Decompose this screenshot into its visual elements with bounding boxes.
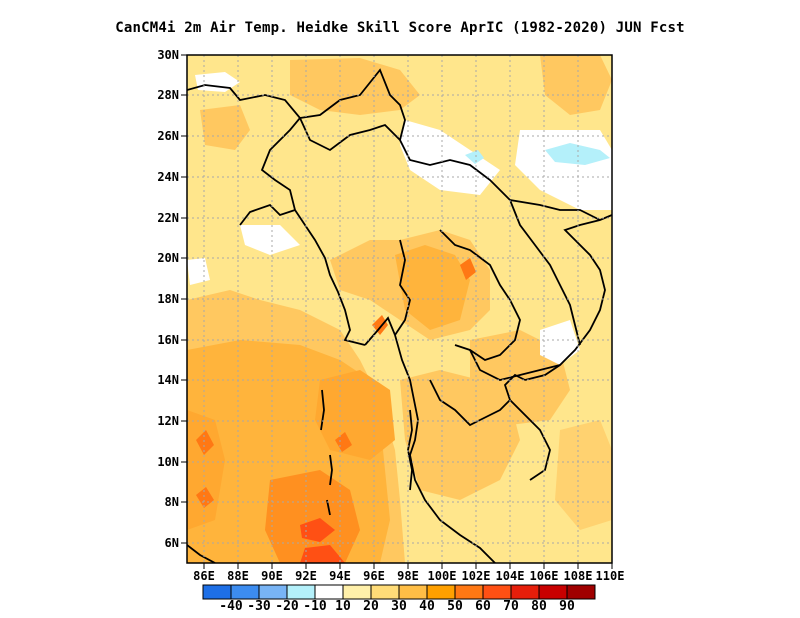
coast-myanmar-south bbox=[364, 316, 419, 456]
skill-region-north-orange bbox=[290, 58, 420, 115]
lon-tick-label: 94E bbox=[329, 569, 351, 583]
skill-region-andaman-orange bbox=[315, 370, 395, 460]
gridlines bbox=[187, 55, 612, 563]
colorbar-swatch bbox=[566, 584, 596, 600]
colorbar-swatch bbox=[286, 584, 316, 600]
colorbar-swatch bbox=[202, 584, 232, 600]
lat-tick-label: 18N bbox=[157, 292, 179, 306]
skill-region-south-deep bbox=[265, 470, 360, 563]
colorbar-label: -30 bbox=[247, 599, 271, 614]
lat-tick-label: 22N bbox=[157, 211, 179, 225]
lon-tick-label: 90E bbox=[261, 569, 283, 583]
lat-tick-label: 28N bbox=[157, 88, 179, 102]
lat-tick-label: 10N bbox=[157, 455, 179, 469]
lon-tick-label: 102E bbox=[462, 569, 491, 583]
lat-tick-label: 12N bbox=[157, 414, 179, 428]
coast-bangladesh-myanmar bbox=[187, 84, 302, 226]
lat-tick-label: 30N bbox=[157, 48, 179, 62]
colorbar-label: 10 bbox=[335, 599, 351, 614]
colorbar-swatch bbox=[426, 584, 456, 600]
colorbar-swatch bbox=[510, 584, 540, 600]
border-china bbox=[299, 68, 601, 221]
lat-tick-label: 16N bbox=[157, 333, 179, 347]
island-andaman-1 bbox=[320, 389, 325, 431]
colorbar-label: 30 bbox=[391, 599, 407, 614]
colorbar-label: 60 bbox=[475, 599, 491, 614]
colorbar-label: 80 bbox=[531, 599, 547, 614]
lat-tick-label: 24N bbox=[157, 170, 179, 184]
colorbar-label: -40 bbox=[219, 599, 243, 614]
lon-tick-label: 96E bbox=[363, 569, 385, 583]
lon-tick-label: 104E bbox=[496, 569, 525, 583]
lat-tick-label: 8N bbox=[165, 495, 179, 509]
skill-region-hotspot-7 bbox=[335, 432, 352, 452]
skill-region-hotspot-5 bbox=[300, 518, 335, 542]
map-frame bbox=[186, 54, 613, 564]
colorbar-swatch bbox=[370, 584, 400, 600]
colorbar-label: -10 bbox=[303, 599, 327, 614]
lat-tick-marks bbox=[181, 54, 187, 544]
skill-region-white-4 bbox=[240, 225, 300, 255]
colorbar-labels: -40 -30 -20 -10 10 20 30 40 50 60 70 80 … bbox=[219, 599, 575, 614]
lon-tick-label: 98E bbox=[397, 569, 419, 583]
lat-tick-labels: 30N 28N 26N 24N 22N 20N 18N 16N 14N 12N … bbox=[157, 48, 179, 550]
colorbar-label: 70 bbox=[503, 599, 519, 614]
coast-peninsula bbox=[409, 454, 496, 563]
skill-region-white-2 bbox=[400, 120, 500, 195]
border-cambodia bbox=[469, 349, 561, 381]
lon-tick-labels: 86E 88E 90E 92E 94E 96E 98E 100E 102E 10… bbox=[193, 569, 624, 583]
skill-region-white-6 bbox=[187, 258, 210, 285]
lon-tick-marks bbox=[203, 563, 613, 569]
colorbar-swatch bbox=[258, 584, 288, 600]
island-andaman-2 bbox=[329, 454, 333, 486]
skill-region-hotspot-3 bbox=[196, 430, 214, 455]
lat-tick-label: 26N bbox=[157, 129, 179, 143]
skill-region-hotspot-4 bbox=[196, 487, 214, 508]
coast-cambodia-south bbox=[509, 399, 551, 481]
colorbar-swatch bbox=[342, 584, 372, 600]
colorbar-label: 50 bbox=[447, 599, 463, 614]
colorbar-swatch bbox=[314, 584, 344, 600]
colorbar-label: 90 bbox=[559, 599, 575, 614]
colorbar-label: 20 bbox=[363, 599, 379, 614]
coast-sumatra-tip bbox=[187, 544, 216, 563]
colorbar bbox=[202, 584, 596, 600]
lon-tick-label: 110E bbox=[596, 569, 625, 583]
border-laos-vietnam bbox=[509, 199, 581, 346]
colorbar-swatch bbox=[482, 584, 512, 600]
heidke-skill-field bbox=[187, 55, 612, 563]
skill-region-northeast-orange bbox=[540, 55, 612, 115]
coast-myanmar-west bbox=[294, 209, 366, 346]
skill-region-thailand-west bbox=[395, 245, 470, 330]
lon-tick-label: 100E bbox=[428, 569, 457, 583]
border-thailand-laos bbox=[439, 229, 521, 361]
skill-region-cyan-2 bbox=[465, 150, 484, 164]
skill-region-cyan-1 bbox=[545, 143, 610, 165]
colorbar-label: -20 bbox=[275, 599, 299, 614]
map-title: CanCM4i 2m Air Temp. Heidke Skill Score … bbox=[115, 20, 685, 36]
lon-tick-label: 88E bbox=[227, 569, 249, 583]
colorbar-swatch bbox=[538, 584, 568, 600]
colorbar-swatch bbox=[454, 584, 484, 600]
lon-tick-label: 108E bbox=[564, 569, 593, 583]
colorbar-swatch bbox=[230, 584, 260, 600]
colorbar-label: 40 bbox=[419, 599, 435, 614]
border-myanmar-thailand bbox=[394, 239, 411, 336]
skill-region-hotspot-2 bbox=[460, 258, 476, 280]
colorbar-swatch bbox=[398, 584, 428, 600]
lat-tick-label: 20N bbox=[157, 251, 179, 265]
skill-region-hotspot-6 bbox=[300, 545, 345, 563]
skill-region-hotspot-1 bbox=[372, 315, 388, 335]
lat-tick-label: 6N bbox=[165, 536, 179, 550]
border-northeast-india bbox=[299, 117, 401, 152]
lon-tick-label: 92E bbox=[295, 569, 317, 583]
lon-tick-label: 106E bbox=[530, 569, 559, 583]
lat-tick-label: 14N bbox=[157, 373, 179, 387]
lon-tick-label: 86E bbox=[193, 569, 215, 583]
